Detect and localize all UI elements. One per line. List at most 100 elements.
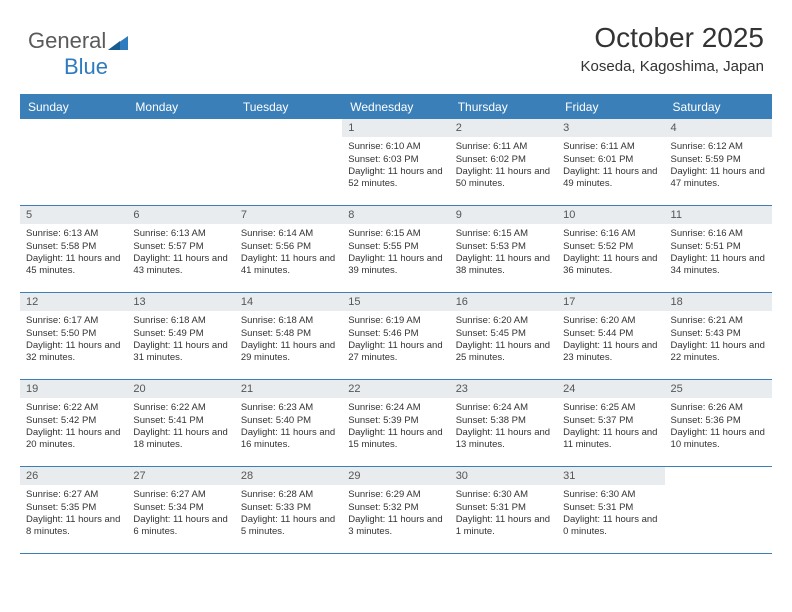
day-info-line: Sunrise: 6:30 AM [456,489,551,501]
day-info-line: Daylight: 11 hours and 36 minutes. [563,253,658,278]
day-info-line: Daylight: 11 hours and 8 minutes. [26,514,121,539]
calendar-day: 24Sunrise: 6:25 AMSunset: 5:37 PMDayligh… [557,380,664,466]
day-info-line: Sunrise: 6:27 AM [133,489,228,501]
calendar-day: 5Sunrise: 6:13 AMSunset: 5:58 PMDaylight… [20,206,127,292]
day-number: 4 [665,119,772,137]
day-body: Sunrise: 6:14 AMSunset: 5:56 PMDaylight:… [235,224,342,283]
day-info-line: Sunset: 5:52 PM [563,241,658,253]
day-info-line: Sunrise: 6:25 AM [563,402,658,414]
day-number: 8 [342,206,449,224]
calendar-day: 6Sunrise: 6:13 AMSunset: 5:57 PMDaylight… [127,206,234,292]
day-info-line: Sunset: 5:39 PM [348,415,443,427]
day-body: Sunrise: 6:11 AMSunset: 6:02 PMDaylight:… [450,137,557,196]
calendar-week: 5Sunrise: 6:13 AMSunset: 5:58 PMDaylight… [20,206,772,293]
weekday-header: Sunday [20,95,127,119]
day-info-line: Daylight: 11 hours and 16 minutes. [241,427,336,452]
day-info-line: Daylight: 11 hours and 15 minutes. [348,427,443,452]
calendar-day: 2Sunrise: 6:11 AMSunset: 6:02 PMDaylight… [450,119,557,205]
calendar-day: 30Sunrise: 6:30 AMSunset: 5:31 PMDayligh… [450,467,557,553]
day-info-line: Sunrise: 6:17 AM [26,315,121,327]
calendar-day: . [127,119,234,205]
day-body: Sunrise: 6:29 AMSunset: 5:32 PMDaylight:… [342,485,449,544]
day-info-line: Sunset: 5:40 PM [241,415,336,427]
day-number: 13 [127,293,234,311]
day-info-line: Sunset: 5:46 PM [348,328,443,340]
day-number: 16 [450,293,557,311]
day-info-line: Sunset: 5:45 PM [456,328,551,340]
day-info-line: Sunset: 5:44 PM [563,328,658,340]
day-info-line: Daylight: 11 hours and 52 minutes. [348,166,443,191]
calendar-day: 14Sunrise: 6:18 AMSunset: 5:48 PMDayligh… [235,293,342,379]
day-info-line: Sunrise: 6:28 AM [241,489,336,501]
day-body: Sunrise: 6:27 AMSunset: 5:34 PMDaylight:… [127,485,234,544]
day-number: 18 [665,293,772,311]
day-info-line: Sunset: 5:58 PM [26,241,121,253]
day-info-line: Sunset: 5:32 PM [348,502,443,514]
calendar-day: . [235,119,342,205]
day-body: Sunrise: 6:13 AMSunset: 5:58 PMDaylight:… [20,224,127,283]
day-number: 26 [20,467,127,485]
calendar-week: 12 Sunrise: 6:17 AMSunset: 5:50 PM Dayligh… [20,293,772,380]
day-body [127,137,234,147]
day-info-line: Sunset: 5:33 PM [241,502,336,514]
day-body [665,485,772,495]
day-info-line: Daylight: 11 hours and 25 minutes. [456,340,551,365]
calendar-grid: SundayMondayTuesdayWednesdayThursdayFrid… [20,94,772,554]
day-body: Sunrise: 6:15 AMSunset: 5:53 PMDaylight:… [450,224,557,283]
day-info-line: Sunset: 5:50 PM [26,328,121,340]
day-info-line: Sunrise: 6:11 AM [456,141,551,153]
day-info-line: Sunset: 5:37 PM [563,415,658,427]
day-info-line: Sunrise: 6:23 AM [241,402,336,414]
day-info-line: Daylight: 11 hours and 38 minutes. [456,253,551,278]
day-info-line: Sunrise: 6:19 AM [348,315,443,327]
day-info-line: Daylight: 11 hours and 6 minutes. [133,514,228,539]
day-number: 20 [127,380,234,398]
day-info-line: Daylight: 11 hours and 45 minutes. [26,253,121,278]
day-info-line: Sunset: 5:31 PM [563,502,658,514]
day-info-line: Sunset: 5:56 PM [241,241,336,253]
calendar-day: 27Sunrise: 6:27 AMSunset: 5:34 PMDayligh… [127,467,234,553]
day-info-line: Sunrise: 6:26 AM [671,402,766,414]
day-info-line: Sunrise: 6:15 AM [348,228,443,240]
day-number: 15 [342,293,449,311]
day-info-line: Sunset: 6:03 PM [348,154,443,166]
calendar-day: 20Sunrise: 6:22 AMSunset: 5:41 PMDayligh… [127,380,234,466]
day-info-line: Daylight: 11 hours and 27 minutes. [348,340,443,365]
calendar-day: 13Sunrise: 6:18 AMSunset: 5:49 PMDayligh… [127,293,234,379]
calendar-week: ...1Sunrise: 6:10 AMSunset: 6:03 PMDayli… [20,119,772,206]
logo: General Blue [28,28,128,80]
calendar-week: 19Sunrise: 6:22 AMSunset: 5:42 PMDayligh… [20,380,772,467]
day-number: 30 [450,467,557,485]
day-info-line: Daylight: 11 hours and 43 minutes. [133,253,228,278]
day-info-line: Sunset: 5:49 PM [133,328,228,340]
calendar-day: 28Sunrise: 6:28 AMSunset: 5:33 PMDayligh… [235,467,342,553]
day-info-line: Daylight: 11 hours and 49 minutes. [563,166,658,191]
day-info-line: Daylight: 11 hours and 13 minutes. [456,427,551,452]
day-info-line: Sunrise: 6:11 AM [563,141,658,153]
day-info-line: Daylight: 11 hours and 11 minutes. [563,427,658,452]
day-info-line: Sunrise: 6:14 AM [241,228,336,240]
calendar-day: 10Sunrise: 6:16 AMSunset: 5:52 PMDayligh… [557,206,664,292]
day-number: 14 [235,293,342,311]
day-number: 22 [342,380,449,398]
calendar-day: 4Sunrise: 6:12 AMSunset: 5:59 PMDaylight… [665,119,772,205]
weekday-header: Thursday [450,95,557,119]
calendar-day: 11Sunrise: 6:16 AMSunset: 5:51 PMDayligh… [665,206,772,292]
day-number: 3 [557,119,664,137]
day-info-line: Sunrise: 6:12 AM [671,141,766,153]
day-info-line: Sunset: 5:51 PM [671,241,766,253]
day-number: 12 [20,293,127,311]
day-number: 5 [20,206,127,224]
day-body: Sunrise: 6:25 AMSunset: 5:37 PMDaylight:… [557,398,664,457]
day-body: Sunrise: 6:20 AMSunset: 5:45 PMDaylight:… [450,311,557,370]
calendar-day: 19Sunrise: 6:22 AMSunset: 5:42 PMDayligh… [20,380,127,466]
day-number: 31 [557,467,664,485]
day-info-line: Daylight: 11 hours and 1 minute. [456,514,551,539]
day-number: 2 [450,119,557,137]
day-info-line: Sunrise: 6:21 AM [671,315,766,327]
day-number: 11 [665,206,772,224]
calendar-day: 29Sunrise: 6:29 AMSunset: 5:32 PMDayligh… [342,467,449,553]
day-info-line: Sunset: 5:55 PM [348,241,443,253]
calendar-day: 18Sunrise: 6:21 AMSunset: 5:43 PMDayligh… [665,293,772,379]
day-info-line: Daylight: 11 hours and 41 minutes. [241,253,336,278]
